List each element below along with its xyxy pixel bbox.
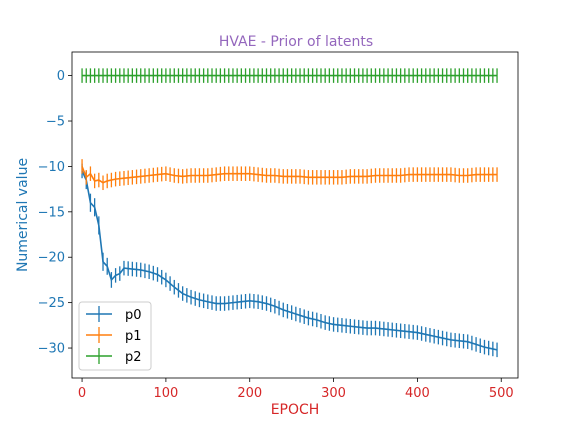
y-tick-label: −5	[46, 115, 65, 130]
legend-frame	[78, 301, 152, 371]
line-p1	[81, 166, 498, 184]
legend-label: p1	[125, 329, 142, 344]
y-axis-ticks: 0 −5 −10 −15 −20 −25 −30	[38, 69, 72, 357]
legend-item-p0: p0	[86, 306, 142, 323]
series-layer	[81, 68, 498, 358]
x-axis-label: EPOCH	[271, 402, 320, 418]
chart-title: HVAE - Prior of latents	[219, 34, 373, 50]
x-tick-label: 200	[237, 386, 262, 401]
y-tick-label: 0	[57, 69, 65, 84]
x-tick-label: 500	[489, 386, 514, 401]
y-tick-label: −20	[38, 251, 65, 266]
axes-frame	[71, 51, 519, 379]
y-axis-label: Numerical value	[15, 158, 31, 272]
x-tick-label: 300	[321, 386, 346, 401]
x-axis-ticks: 0 100 200 300 400 500	[78, 378, 514, 401]
legend-item-p2: p2	[86, 348, 142, 365]
x-tick-label: 400	[405, 386, 430, 401]
line-p0	[81, 170, 498, 351]
x-tick-label: 0	[78, 386, 86, 401]
legend-item-p1: p1	[86, 327, 142, 344]
y-tick-label: −10	[38, 160, 65, 175]
legend: p0 p1 p2	[78, 301, 152, 371]
y-tick-label: −30	[38, 342, 65, 357]
y-tick-label: −25	[38, 296, 65, 311]
x-tick-label: 100	[153, 386, 178, 401]
series-p1	[81, 159, 498, 191]
legend-label: p0	[125, 308, 142, 323]
y-tick-label: −15	[38, 205, 65, 220]
legend-label: p2	[125, 350, 142, 365]
series-p2	[81, 68, 498, 83]
series-p0	[81, 163, 498, 358]
